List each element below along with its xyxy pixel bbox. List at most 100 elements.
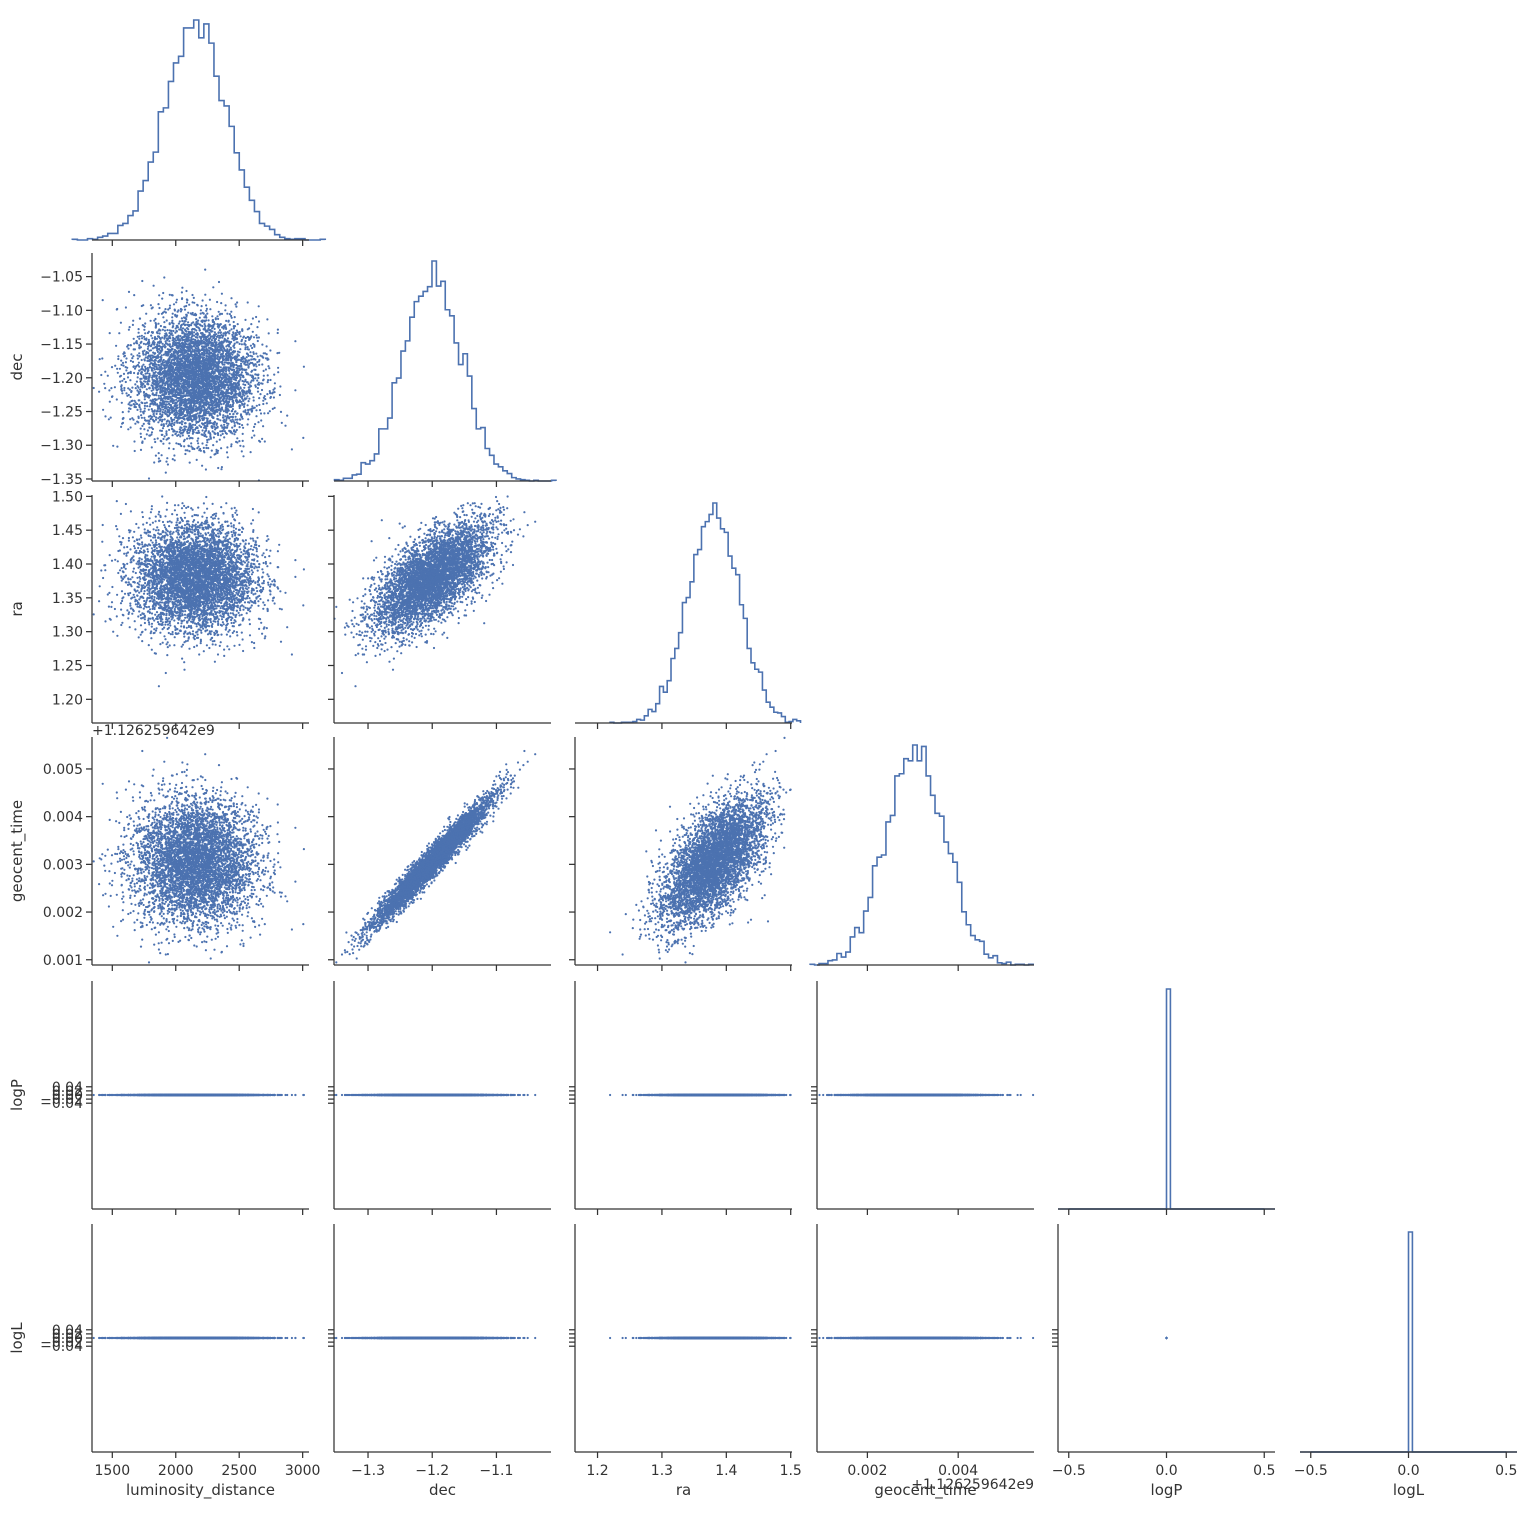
scatter-point [261,438,263,440]
scatter-point [144,322,146,324]
scatter-point [260,419,262,421]
scatter-point [261,389,263,391]
scatter-point [260,412,262,414]
scatter-point [177,335,179,337]
scatter-point [226,418,228,420]
scatter-point [188,445,190,447]
scatter-point [130,360,132,362]
scatter-point [226,313,228,315]
scatter-point [183,426,185,428]
scatter-point [181,298,183,300]
scatter-point [257,421,259,423]
scatter-point [294,389,296,391]
scatter-point [171,294,173,296]
scatter-point [262,425,264,427]
scatter-point [158,307,160,309]
scatter-point [174,433,176,435]
scatter-point [137,376,139,378]
scatter-point [243,406,245,408]
scatter-point [201,433,203,435]
scatter-point [117,372,119,374]
scatter-point [142,350,144,352]
scatter-point [255,353,257,355]
scatter-point [239,348,241,350]
scatter-point [161,434,163,436]
scatter-point [226,425,228,427]
scatter-point [236,429,238,431]
scatter-point [163,276,165,278]
scatter-point [145,343,147,345]
scatter-point [212,286,214,288]
scatter-point [138,405,140,407]
scatter-point [189,430,191,432]
scatter-point [280,411,282,413]
scatter-point [157,437,159,439]
scatter-point [238,354,240,356]
scatter-point [197,320,199,322]
scatter-point [143,428,145,430]
scatter-point [252,358,254,360]
scatter-point [128,410,130,412]
scatter-point [143,423,145,425]
scatter-point [128,329,130,331]
scatter-point [150,304,152,306]
scatter-point [242,433,244,435]
scatter-point [208,319,210,321]
scatter-point [158,395,160,397]
scatter-point [121,380,123,382]
scatter-point [268,367,270,369]
scatter-point [181,423,183,425]
scatter-point [232,408,234,410]
scatter-point [185,449,187,451]
scatter-point [206,308,208,310]
scatter-point [202,429,204,431]
scatter-point [104,415,106,417]
scatter-point [168,442,170,444]
scatter-point [172,334,174,336]
scatter-point [169,323,171,325]
scatter-point [143,329,145,331]
scatter-point [185,316,187,318]
scatter-point [225,328,227,330]
scatter-point [157,303,159,305]
scatter-point [250,358,252,360]
scatter-point [253,399,255,401]
panel-dec-vs-luminosity_distance: −1.35−1.30−1.25−1.20−1.15−1.10−1.05 [40,253,309,488]
scatter-point [241,343,243,345]
scatter-point [194,424,196,426]
scatter-point [229,324,231,326]
scatter-point [219,329,221,331]
scatter-point [255,409,257,411]
scatter-point [146,383,148,385]
scatter-point [166,457,168,459]
scatter-point [242,445,244,447]
scatter-point [249,351,251,353]
scatter-point [177,443,179,445]
scatter-point [246,390,248,392]
scatter-point [237,351,239,353]
scatter-point [178,323,180,325]
scatter-point [252,396,254,398]
scatter-point [160,424,162,426]
scatter-point [120,360,122,362]
scatter-point [116,308,118,310]
scatter-point [127,387,129,389]
scatter-point [108,389,110,391]
scatter-point [231,354,233,356]
scatter-point [148,427,150,429]
scatter-point [236,437,238,439]
scatter-point [116,368,118,370]
scatter-point [244,340,246,342]
scatter-point [273,374,275,376]
scatter-point [198,425,200,427]
scatter-point [266,353,268,355]
scatter-point [122,411,124,413]
scatter-point [130,404,132,406]
scatter-point [162,292,164,294]
scatter-point [254,377,256,379]
scatter-point [205,304,207,306]
scatter-point [140,433,142,435]
scatter-point [238,394,240,396]
scatter-point [204,323,206,325]
scatter-point [272,389,274,391]
